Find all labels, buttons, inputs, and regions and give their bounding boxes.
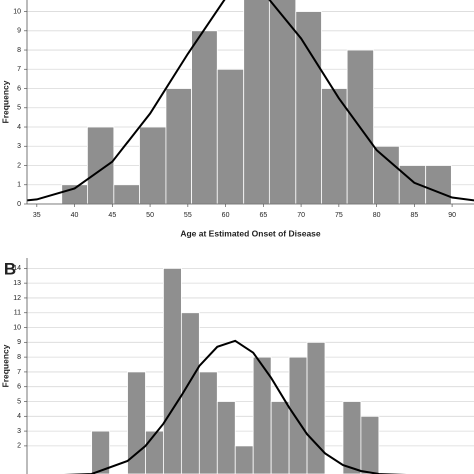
x-tick-label: 70 [297, 212, 305, 219]
y-tick-label: 3 [17, 428, 21, 435]
y-tick-label: 3 [17, 143, 21, 150]
y-tick-label: 2 [17, 162, 21, 169]
y-tick-label: 7 [17, 66, 21, 73]
x-tick-label: 60 [222, 212, 230, 219]
normal-curve [27, 0, 474, 202]
x-tick-label: 65 [259, 212, 267, 219]
bar [216, 68, 245, 204]
y-tick-label: 8 [17, 47, 21, 54]
bar [139, 126, 167, 204]
y-tick-label: 10 [13, 8, 21, 15]
y-tick-label: 6 [17, 384, 21, 391]
bar [425, 165, 452, 204]
bar [191, 30, 218, 204]
y-tick-label: 13 [13, 280, 21, 287]
bar [87, 126, 115, 204]
y-tick-label: 4 [17, 124, 21, 131]
bar [268, 0, 297, 204]
bar [216, 401, 236, 474]
plot-area [27, 0, 474, 204]
panel-label: B [4, 259, 16, 278]
y-tick-label: 7 [17, 369, 21, 376]
y-tick-label: 14 [13, 265, 21, 272]
y-tick-label: 11 [14, 310, 21, 317]
bar [165, 88, 193, 204]
x-tick-label: 85 [410, 212, 418, 219]
bar [163, 267, 182, 474]
y-tick-label: 0 [17, 201, 21, 208]
x-tick-label: 35 [33, 212, 41, 219]
bar [295, 11, 322, 204]
x-tick-label: 75 [335, 212, 343, 219]
x-tick-label: 45 [108, 212, 116, 219]
y-tick-label: 4 [17, 413, 21, 420]
bar [270, 401, 290, 474]
normal-curve [63, 339, 407, 474]
bar [288, 356, 308, 474]
bar [360, 415, 380, 474]
x-tick-label: 90 [448, 212, 456, 219]
bar [342, 401, 362, 474]
bar [113, 184, 140, 204]
y-tick-label: 2 [17, 443, 21, 450]
bar [234, 445, 254, 474]
y-tick-label: 5 [17, 398, 21, 405]
x-tick-label: 80 [373, 212, 381, 219]
y-tick-label: 9 [17, 28, 21, 35]
y-tick-label: 5 [17, 105, 21, 112]
plot-area [27, 267, 474, 474]
bar [180, 312, 200, 474]
bar [145, 430, 164, 474]
x-tick-label: 55 [184, 212, 192, 219]
bar [306, 341, 326, 474]
bar [198, 371, 218, 474]
y-tick-label: 12 [13, 295, 21, 302]
y-axis-label: Frequency [0, 80, 10, 123]
x-tick-label: 50 [146, 212, 154, 219]
y-axis-label: Frequency [0, 344, 10, 387]
bar [243, 0, 270, 204]
x-axis-label: Age at Estimated Onset of Disease [180, 228, 321, 238]
y-tick-label: 6 [17, 85, 21, 92]
y-tick-label: 1 [17, 182, 21, 189]
y-tick-label: 8 [17, 354, 21, 361]
x-tick-label: 40 [71, 212, 79, 219]
y-tick-label: 9 [17, 339, 21, 346]
y-tick-label: 10 [13, 324, 21, 331]
bar [373, 145, 400, 204]
